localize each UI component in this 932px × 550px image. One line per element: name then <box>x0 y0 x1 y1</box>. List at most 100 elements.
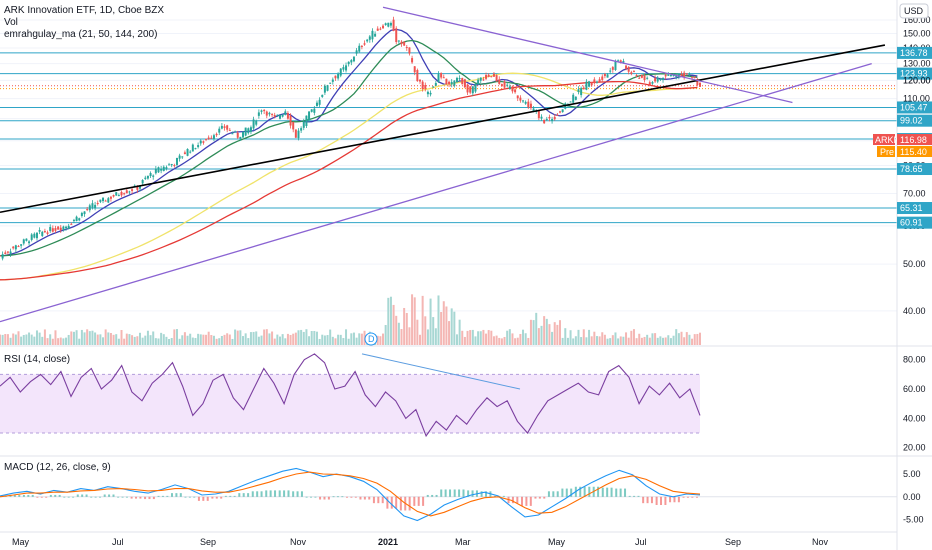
candle-body <box>545 118 548 120</box>
volume-bar <box>461 330 464 345</box>
volume-bar <box>268 333 271 345</box>
candle-body <box>569 101 572 103</box>
candle-body <box>384 23 387 26</box>
macd-histogram-bar <box>485 491 488 497</box>
candle-body <box>376 28 379 31</box>
macd-histogram-bar <box>31 494 34 497</box>
candle-body <box>445 78 448 85</box>
dividend-marker-icon[interactable] <box>364 332 378 346</box>
macd-histogram-bar <box>135 496 138 499</box>
candle-body <box>239 136 242 139</box>
macd-histogram-bar <box>449 489 452 497</box>
volume-bar <box>574 336 577 345</box>
volume-bar <box>197 333 200 345</box>
volume-bar <box>551 331 554 345</box>
candle-body <box>149 173 152 177</box>
candle-body <box>308 111 311 121</box>
dividend-marker-letter: D <box>368 334 375 344</box>
macd-series <box>0 467 897 522</box>
candle-body <box>337 73 340 79</box>
time-tick-label: Sep <box>725 537 741 547</box>
volume-bar <box>120 329 123 345</box>
currency-badge[interactable]: USD <box>899 3 929 19</box>
volume-bar <box>67 334 70 345</box>
time-tick-label: Sep <box>200 537 216 547</box>
volume-bar <box>463 336 466 345</box>
macd-histogram-bar <box>233 495 236 497</box>
price-axis[interactable]: 40.0050.0060.0070.0080.0090.00100.00110.… <box>897 15 932 525</box>
macd-histogram-bar <box>431 494 434 497</box>
macd-histogram-bar <box>22 494 25 497</box>
volume-bar <box>609 338 612 345</box>
volume-bar <box>379 336 382 345</box>
candle-body <box>218 128 221 133</box>
price-tick-label: 120.00 <box>903 75 931 85</box>
premarket-tag: Pre <box>880 147 894 157</box>
candle-body <box>426 91 429 95</box>
time-axis[interactable]: May Jul Sep Nov 2021 Mar May Jul Sep Nov <box>12 537 829 547</box>
volume-bar <box>440 311 443 345</box>
candle-body <box>28 241 31 244</box>
volume-bar <box>265 329 268 345</box>
volume-bar <box>294 332 297 345</box>
time-tick-label: Jul <box>112 537 124 547</box>
macd-histogram-bar <box>202 496 205 501</box>
volume-bar <box>619 336 622 345</box>
macd-histogram-bar <box>283 490 286 497</box>
volume-bar <box>239 330 242 345</box>
candle-body <box>625 65 628 69</box>
macd-histogram-bar <box>354 496 357 498</box>
candle-body <box>125 190 128 194</box>
volume-bar <box>104 329 107 345</box>
candle-body <box>548 116 551 119</box>
candle-body <box>323 85 326 93</box>
volume-bar <box>529 319 532 345</box>
volume-bar <box>292 333 295 345</box>
macd-histogram-bar <box>561 488 564 497</box>
macd-histogram-bar <box>556 491 559 497</box>
volume-bar <box>342 338 345 345</box>
volume-bar <box>117 338 120 345</box>
rsi-pane[interactable] <box>0 353 701 438</box>
macd-histogram-bar <box>682 496 685 498</box>
volume-bar <box>139 332 141 345</box>
volume-bar <box>157 338 160 345</box>
price-tick-label: 160.00 <box>903 15 931 25</box>
volume-bar <box>263 329 266 345</box>
candle-body <box>35 232 38 239</box>
macd-pane[interactable] <box>0 467 897 522</box>
macd-histogram-bar <box>677 496 680 503</box>
macd-histogram-bar <box>256 491 259 497</box>
volume-bar <box>485 333 488 345</box>
volume-bar <box>408 327 411 345</box>
macd-histogram-bar <box>99 496 102 498</box>
macd-histogram-bar <box>139 496 142 499</box>
candle-body <box>234 131 237 133</box>
candle-body <box>588 81 591 87</box>
volume-bar <box>112 334 115 345</box>
price-tick-label: 130.00 <box>903 59 931 69</box>
candle-body <box>313 108 316 113</box>
price-tick-label: 150.00 <box>903 29 931 39</box>
price-pane[interactable]: D <box>0 0 897 346</box>
volume-bar <box>347 338 350 345</box>
candle-body <box>699 82 701 87</box>
volume-bar <box>635 338 638 345</box>
volume-bar <box>416 319 419 345</box>
candle-body <box>86 209 89 211</box>
macd-histogram-bar <box>18 494 21 497</box>
candle-body <box>582 87 585 90</box>
candle-body <box>347 61 350 65</box>
candle-body <box>236 132 239 138</box>
candle-body <box>561 109 564 113</box>
candle-body <box>413 66 416 73</box>
trendlines[interactable] <box>0 6 886 323</box>
volume-bar <box>49 334 52 345</box>
candle-body <box>580 88 583 96</box>
candle-body <box>228 129 231 131</box>
macd-histogram-bar <box>193 496 196 498</box>
ticker-price-tag: ARKK 116.98 <box>873 134 932 145</box>
candle-body <box>297 130 300 139</box>
candle-body <box>617 60 620 62</box>
